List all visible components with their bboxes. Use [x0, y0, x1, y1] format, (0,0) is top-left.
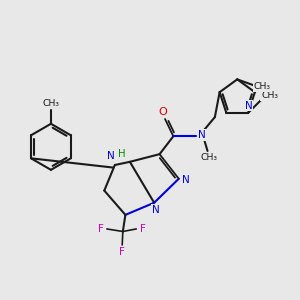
Text: CH₃: CH₃	[254, 82, 271, 91]
Text: N: N	[107, 151, 115, 161]
Text: CH₃: CH₃	[42, 100, 59, 109]
Text: N: N	[198, 130, 206, 140]
Text: N: N	[245, 100, 253, 111]
Text: F: F	[119, 247, 125, 257]
Text: F: F	[98, 224, 103, 234]
Text: O: O	[158, 107, 167, 117]
Text: N: N	[182, 176, 190, 185]
Text: N: N	[152, 205, 160, 215]
Text: CH₃: CH₃	[261, 91, 278, 100]
Text: F: F	[140, 224, 146, 234]
Text: CH₃: CH₃	[201, 154, 218, 163]
Text: N: N	[259, 85, 267, 96]
Text: H: H	[118, 149, 126, 159]
